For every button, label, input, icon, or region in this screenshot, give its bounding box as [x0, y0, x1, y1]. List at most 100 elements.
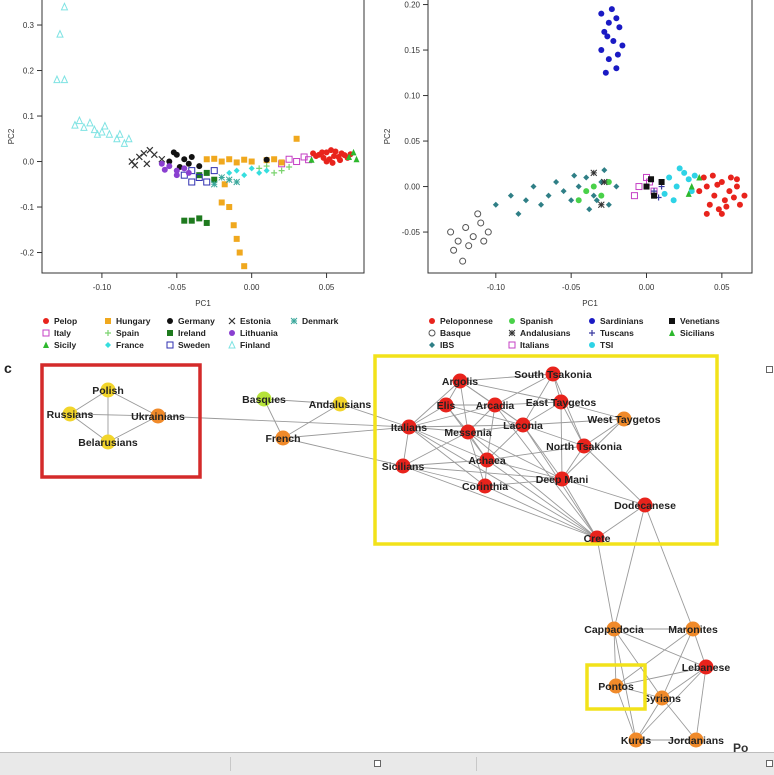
- data-point: [681, 169, 688, 176]
- data-point: [271, 156, 278, 163]
- highlight-box-yellow-small: [585, 663, 647, 711]
- legend-marker: [167, 330, 173, 336]
- data-point: [733, 183, 740, 190]
- resize-handle[interactable]: [766, 760, 773, 767]
- data-point: [188, 217, 195, 224]
- data-point: [337, 157, 344, 164]
- points-group: [53, 2, 360, 270]
- data-point: [218, 199, 225, 206]
- network-node-label: East Taygetos: [526, 397, 597, 409]
- network-node-label: Belarusians: [78, 437, 138, 449]
- data-point: [741, 192, 748, 199]
- network-node: [688, 732, 704, 748]
- data-point: [98, 127, 106, 136]
- data-point: [602, 69, 609, 76]
- data-point: [203, 219, 210, 226]
- legend-label: Lithuania: [240, 328, 278, 338]
- data-point: [477, 219, 485, 227]
- data-point: [530, 183, 537, 190]
- network-edge: [695, 666, 707, 741]
- data-point: [598, 192, 605, 199]
- legend-label: Finland: [240, 340, 270, 350]
- network-edge: [402, 459, 488, 467]
- data-point: [635, 183, 643, 191]
- network-node: [545, 366, 561, 382]
- x-tick-label: 0.00: [244, 283, 260, 292]
- data-point: [256, 169, 263, 176]
- legend-label: Italians: [520, 340, 550, 350]
- legend-label: Pelop: [54, 316, 77, 326]
- network-node-label: French: [265, 433, 300, 445]
- legend-label: Estonia: [240, 316, 271, 326]
- network-edge: [560, 401, 625, 420]
- network-edge: [282, 437, 404, 467]
- y-tick-label: 0.05: [404, 137, 420, 146]
- data-point: [688, 183, 695, 190]
- data-point: [685, 176, 692, 183]
- data-point: [71, 120, 79, 129]
- y-tick-label: -0.1: [20, 203, 34, 212]
- legend-marker: [105, 330, 111, 336]
- data-point: [101, 121, 109, 130]
- network-graph: Polish Russians Ukrainians Belarusians Basqu…: [40, 354, 730, 748]
- plot-frame: [41, 0, 365, 274]
- legend-marker: [509, 318, 515, 324]
- x-tick-label: -0.10: [487, 283, 506, 292]
- network-node: [438, 397, 454, 413]
- data-point: [733, 176, 740, 183]
- x-tick-label: -0.05: [562, 283, 581, 292]
- legend-label: Sweden: [178, 340, 210, 350]
- network-node: [479, 452, 495, 468]
- data-point: [600, 178, 608, 186]
- network-edge: [486, 445, 585, 461]
- y-tick-label: 0.1: [23, 112, 35, 121]
- data-point: [601, 167, 608, 174]
- data-point: [56, 29, 64, 38]
- data-point: [721, 197, 728, 204]
- network-node: [477, 478, 493, 494]
- network-edge: [157, 415, 410, 428]
- plot-frame: [427, 0, 753, 274]
- data-point: [319, 149, 326, 156]
- network-node-label: Elis: [437, 400, 456, 412]
- data-point: [447, 228, 455, 236]
- network-node-label: South Tsakonia: [514, 369, 592, 381]
- data-point: [236, 249, 243, 256]
- data-point: [170, 149, 177, 156]
- network-edge: [552, 373, 585, 447]
- network-node: [637, 497, 653, 513]
- network-node: [62, 406, 78, 422]
- network-edge: [644, 504, 694, 630]
- network-edge: [494, 404, 598, 539]
- data-point: [241, 172, 248, 179]
- data-point: [203, 178, 211, 186]
- network-node-label: Basques: [242, 394, 286, 406]
- data-point: [188, 153, 195, 160]
- network-node: [100, 434, 116, 450]
- network-node-label: Sicilians: [382, 461, 425, 473]
- resize-handle[interactable]: [374, 760, 381, 767]
- network-edge: [615, 685, 637, 741]
- x-tick-label: 0.05: [714, 283, 730, 292]
- data-point: [185, 160, 192, 167]
- data-point: [553, 179, 560, 185]
- data-point: [211, 155, 218, 162]
- data-point: [285, 155, 293, 163]
- network-edge: [107, 415, 159, 443]
- data-point: [736, 201, 743, 208]
- data-point: [661, 190, 668, 197]
- resize-handle[interactable]: [766, 366, 773, 373]
- data-point: [459, 257, 467, 265]
- legend-label: Basque: [440, 328, 471, 338]
- legend-marker: [229, 330, 235, 336]
- network-node-label: North Tsakonia: [546, 441, 622, 453]
- data-point: [105, 129, 114, 138]
- network-node: [395, 458, 411, 474]
- corner-text: Po: [733, 741, 749, 755]
- data-point: [480, 237, 488, 245]
- data-point: [125, 134, 133, 143]
- y-tick-label: 0.15: [404, 46, 420, 55]
- y-tick-label: 0.3: [23, 21, 35, 30]
- network-node: [452, 373, 468, 389]
- data-point: [143, 160, 151, 168]
